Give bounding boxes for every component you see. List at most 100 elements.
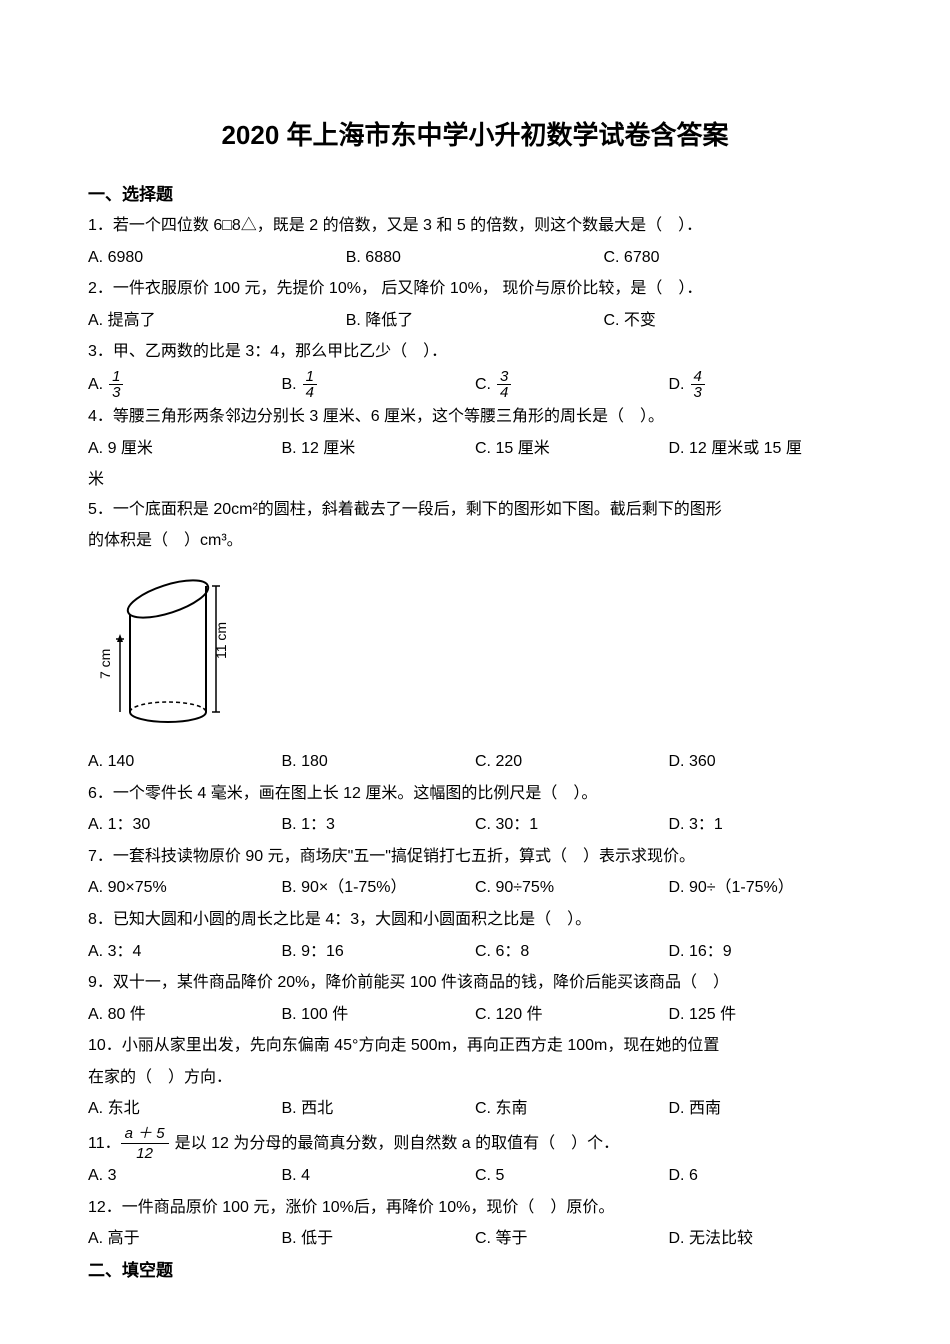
question-5-text-1: 5．一个底面积是 20cm²的圆柱，斜着截去了一段后，剩下的图形如下图。截后剩下…	[88, 495, 862, 525]
q3-d-den: 3	[691, 385, 705, 400]
q5-opt-a: A. 140	[88, 747, 282, 777]
q3-opt-a: A. 1 3	[88, 369, 282, 400]
q6-opt-a: A. 1：30	[88, 810, 282, 840]
question-10-options: A. 东北 B. 西北 C. 东南 D. 西南	[88, 1094, 862, 1124]
q10-opt-d: D. 西南	[669, 1094, 863, 1124]
question-10-text-2: 在家的（ ）方向．	[88, 1063, 862, 1093]
q7-opt-a: A. 90×75%	[88, 873, 282, 903]
question-5-figure: 7 cm 11 cm	[88, 564, 862, 739]
q10-opt-b: B. 西北	[282, 1094, 476, 1124]
question-11-options: A. 3 B. 4 C. 5 D. 6	[88, 1161, 862, 1191]
q6-opt-c: C. 30：1	[475, 810, 669, 840]
q12-opt-b: B. 低于	[282, 1224, 476, 1254]
q2-opt-b: B. 降低了	[346, 306, 604, 336]
question-12-text: 12．一件商品原价 100 元，涨价 10%后，再降价 10%，现价（ ）原价。	[88, 1193, 862, 1223]
figure-bottom-front	[130, 712, 206, 722]
q5-opt-d: D. 360	[669, 747, 863, 777]
question-9-text: 9．双十一，某件商品降价 20%，降价前能买 100 件该商品的钱，降价后能买该…	[88, 968, 862, 998]
q3-d-num: 4	[691, 369, 705, 385]
q11-opt-c: C. 5	[475, 1161, 669, 1191]
q7-opt-b: B. 90×（1-75%）	[282, 873, 476, 903]
question-4-options: A. 9 厘米 B. 12 厘米 C. 15 厘米 D. 12 厘米或 15 厘	[88, 434, 862, 464]
page-title: 2020 年上海市东中学小升初数学试卷含答案	[88, 115, 862, 152]
question-1-options: A. 6980 B. 6880 C. 6780	[88, 243, 862, 273]
q2-opt-a: A. 提高了	[88, 306, 346, 336]
section-2-heading: 二、填空题	[88, 1256, 862, 1281]
question-1-text: 1．若一个四位数 6□8△，既是 2 的倍数，又是 3 和 5 的倍数，则这个数…	[88, 211, 862, 241]
question-2-text: 2．一件衣服原价 100 元，先提价 10%， 后又降价 10%， 现价与原价比…	[88, 274, 862, 304]
q3-d-fraction: 4 3	[691, 369, 705, 400]
q3-opt-b: B. 1 4	[282, 369, 476, 400]
q3-b-fraction: 1 4	[303, 369, 317, 400]
q6-opt-d: D. 3：1	[669, 810, 863, 840]
q5-opt-b: B. 180	[282, 747, 476, 777]
q12-opt-c: C. 等于	[475, 1224, 669, 1254]
question-6-options: A. 1：30 B. 1：3 C. 30：1 D. 3：1	[88, 810, 862, 840]
q10-opt-c: C. 东南	[475, 1094, 669, 1124]
question-3-options: A. 1 3 B. 1 4 C. 3 4 D. 4 3	[88, 369, 862, 400]
figure-right-label: 11 cm	[213, 622, 229, 659]
question-10-text-1: 10．小丽从家里出发，先向东偏南 45°方向走 500m，再向正西方走 100m…	[88, 1031, 862, 1061]
q3-c-fraction: 3 4	[497, 369, 511, 400]
q11-frac-bot: 12	[132, 1144, 157, 1161]
q8-opt-a: A. 3：4	[88, 937, 282, 967]
q9-opt-a: A. 80 件	[88, 1000, 282, 1030]
q3-b-num: 1	[303, 369, 317, 385]
q3-a-fraction: 1 3	[109, 369, 123, 400]
q3-b-label: B.	[282, 370, 297, 400]
q9-opt-c: C. 120 件	[475, 1000, 669, 1030]
q8-opt-c: C. 6：8	[475, 937, 669, 967]
figure-left-label: 7 cm	[97, 649, 113, 679]
q3-c-den: 4	[497, 385, 511, 400]
q12-opt-d: D. 无法比较	[669, 1224, 863, 1254]
q4-opt-d: D. 12 厘米或 15 厘	[669, 434, 863, 464]
q5-opt-c: C. 220	[475, 747, 669, 777]
question-5-text-2: 的体积是（ ）cm³。	[88, 526, 862, 556]
q9-opt-b: B. 100 件	[282, 1000, 476, 1030]
q11-opt-a: A. 3	[88, 1161, 282, 1191]
q10-opt-a: A. 东北	[88, 1094, 282, 1124]
figure-top-ellipse	[124, 573, 213, 626]
q11-fraction: a ＋ 5 12	[121, 1126, 169, 1161]
question-7-text: 7．一套科技读物原价 90 元，商场庆"五一"搞促销打七五折，算式（ ）表示求现…	[88, 842, 862, 872]
question-2-options: A. 提高了 B. 降低了 C. 不变	[88, 306, 862, 336]
q12-opt-a: A. 高于	[88, 1224, 282, 1254]
q3-b-den: 4	[303, 385, 317, 400]
question-7-options: A. 90×75% B. 90×（1-75%） C. 90÷75% D. 90÷…	[88, 873, 862, 903]
question-12-options: A. 高于 B. 低于 C. 等于 D. 无法比较	[88, 1224, 862, 1254]
q3-d-label: D.	[669, 370, 685, 400]
q6-opt-b: B. 1：3	[282, 810, 476, 840]
q4-opt-c: C. 15 厘米	[475, 434, 669, 464]
q3-a-den: 3	[109, 385, 123, 400]
q2-opt-c: C. 不变	[603, 306, 861, 336]
q3-a-num: 1	[109, 369, 123, 385]
question-9-options: A. 80 件 B. 100 件 C. 120 件 D. 125 件	[88, 1000, 862, 1030]
q11-frac-top: a ＋ 5	[121, 1126, 169, 1144]
question-5-options: A. 140 B. 180 C. 220 D. 360	[88, 747, 862, 777]
question-4-text: 4．等腰三角形两条邻边分别长 3 厘米、6 厘米，这个等腰三角形的周长是（ ）。	[88, 402, 862, 432]
question-8-text: 8．已知大圆和小圆的周长之比是 4：3，大圆和小圆面积之比是（ ）。	[88, 905, 862, 935]
q7-opt-d: D. 90÷（1-75%）	[669, 873, 863, 903]
figure-bottom-back	[130, 702, 206, 712]
q1-opt-c: C. 6780	[603, 243, 861, 273]
q11-prefix: 11．	[88, 1129, 121, 1159]
q7-opt-c: C. 90÷75%	[475, 873, 669, 903]
q8-opt-d: D. 16：9	[669, 937, 863, 967]
q3-c-label: C.	[475, 370, 491, 400]
question-3-text: 3．甲、乙两数的比是 3：4，那么甲比乙少（ ）．	[88, 337, 862, 367]
q11-rest: 是以 12 为分母的最简真分数，则自然数 a 的取值有（ ）个．	[175, 1129, 619, 1159]
cylinder-figure: 7 cm 11 cm	[88, 564, 233, 734]
section-1-heading: 一、选择题	[88, 180, 862, 205]
question-4-tail: 米	[88, 465, 862, 495]
q3-c-num: 3	[497, 369, 511, 385]
q8-opt-b: B. 9：16	[282, 937, 476, 967]
q3-opt-d: D. 4 3	[669, 369, 863, 400]
q11-opt-d: D. 6	[669, 1161, 863, 1191]
question-6-text: 6．一个零件长 4 毫米，画在图上长 12 厘米。这幅图的比例尺是（ ）。	[88, 779, 862, 809]
q11-opt-b: B. 4	[282, 1161, 476, 1191]
question-8-options: A. 3：4 B. 9：16 C. 6：8 D. 16：9	[88, 937, 862, 967]
figure-left-arrow	[117, 634, 123, 642]
question-11-line: 11． a ＋ 5 12 是以 12 为分母的最简真分数，则自然数 a 的取值有…	[88, 1126, 862, 1161]
q3-opt-c: C. 3 4	[475, 369, 669, 400]
q3-a-label: A.	[88, 370, 103, 400]
